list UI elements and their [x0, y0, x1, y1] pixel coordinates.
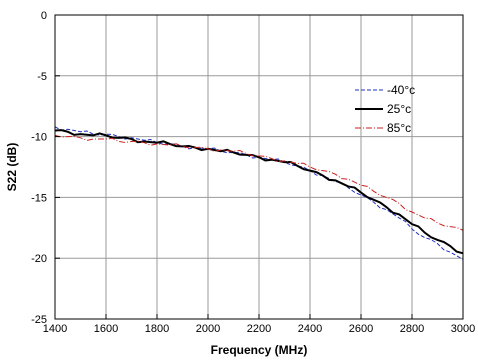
legend: -40°c 25°c 85°c: [355, 83, 415, 135]
x-tick-label: 3000: [451, 323, 475, 335]
x-tick-label: 2600: [349, 323, 373, 335]
y-tick-label: -10: [31, 132, 47, 144]
y-tick-label: 0: [41, 10, 47, 22]
series-line-1: [54, 129, 464, 255]
grid: [55, 15, 463, 319]
legend-label-1: 25°c: [387, 102, 411, 116]
axis-ticks: 1400 1600 1800 2000 2200 2400 2600 2800 3000 0 -5 -…: [31, 10, 475, 335]
legend-label-0: -40°c: [387, 83, 415, 97]
y-tick-label: -5: [37, 71, 47, 83]
x-tick-label: 1600: [94, 323, 118, 335]
y-axis-label: S22 (dB): [5, 143, 19, 192]
x-tick-label: 2400: [298, 323, 322, 335]
x-tick-label: 1400: [43, 323, 67, 335]
series-line-2: [54, 134, 464, 231]
y-tick-label: -25: [31, 314, 47, 326]
legend-label-2: 85°c: [387, 121, 411, 135]
x-tick-label: 2000: [196, 323, 220, 335]
series-lines: [54, 126, 464, 260]
x-tick-label: 1800: [145, 323, 169, 335]
y-tick-label: -20: [31, 253, 47, 265]
x-tick-label: 2800: [400, 323, 424, 335]
x-axis-label: Frequency (MHz): [211, 343, 308, 357]
x-tick-label: 2200: [247, 323, 271, 335]
y-tick-label: -15: [31, 192, 47, 204]
